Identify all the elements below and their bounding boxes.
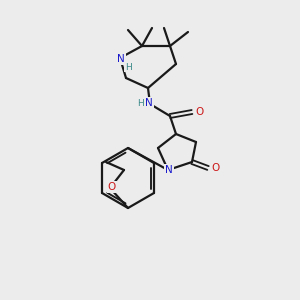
Text: N: N [145, 98, 153, 108]
Text: O: O [211, 163, 219, 173]
Text: N: N [165, 165, 173, 175]
Text: N: N [117, 54, 125, 64]
Text: H: H [136, 98, 143, 107]
Text: O: O [108, 182, 116, 192]
Text: O: O [195, 107, 203, 117]
Text: H: H [124, 62, 131, 71]
